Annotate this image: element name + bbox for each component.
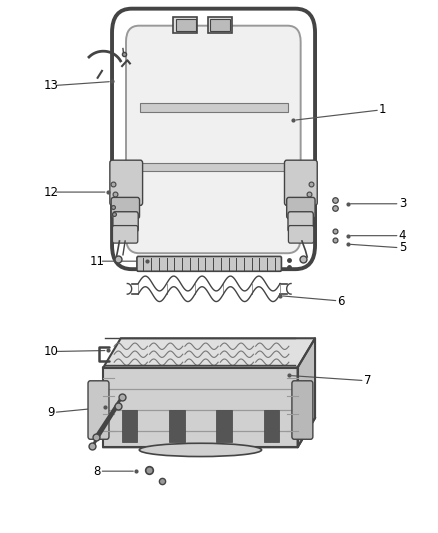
Bar [140,164,288,171]
Bar [173,17,197,33]
FancyBboxPatch shape [285,160,317,205]
Bar [176,19,196,31]
Polygon shape [297,338,315,447]
Text: 5: 5 [399,241,406,254]
Bar [169,410,185,442]
Text: 12: 12 [43,185,58,199]
Bar [140,103,288,112]
Text: 6: 6 [338,295,345,308]
Text: 11: 11 [89,255,104,268]
FancyBboxPatch shape [137,256,282,271]
FancyBboxPatch shape [287,197,315,219]
Text: 13: 13 [43,79,58,92]
Bar [216,410,232,442]
Text: 3: 3 [399,197,406,211]
FancyBboxPatch shape [110,160,143,205]
FancyBboxPatch shape [113,225,138,243]
Text: 7: 7 [364,374,371,387]
Bar [208,17,232,33]
Bar [264,410,279,442]
FancyBboxPatch shape [288,225,314,243]
FancyBboxPatch shape [88,381,109,439]
Bar [122,410,138,442]
Bar [210,19,230,31]
Text: 4: 4 [399,229,406,242]
FancyBboxPatch shape [126,26,300,253]
FancyBboxPatch shape [292,381,313,439]
Text: 9: 9 [47,406,55,419]
Text: 1: 1 [379,103,386,116]
Ellipse shape [139,443,261,457]
Polygon shape [103,338,315,368]
Text: 8: 8 [93,465,100,478]
Polygon shape [103,368,297,447]
FancyBboxPatch shape [111,197,140,219]
FancyBboxPatch shape [113,212,138,232]
Text: 10: 10 [43,345,58,358]
FancyBboxPatch shape [288,212,313,232]
